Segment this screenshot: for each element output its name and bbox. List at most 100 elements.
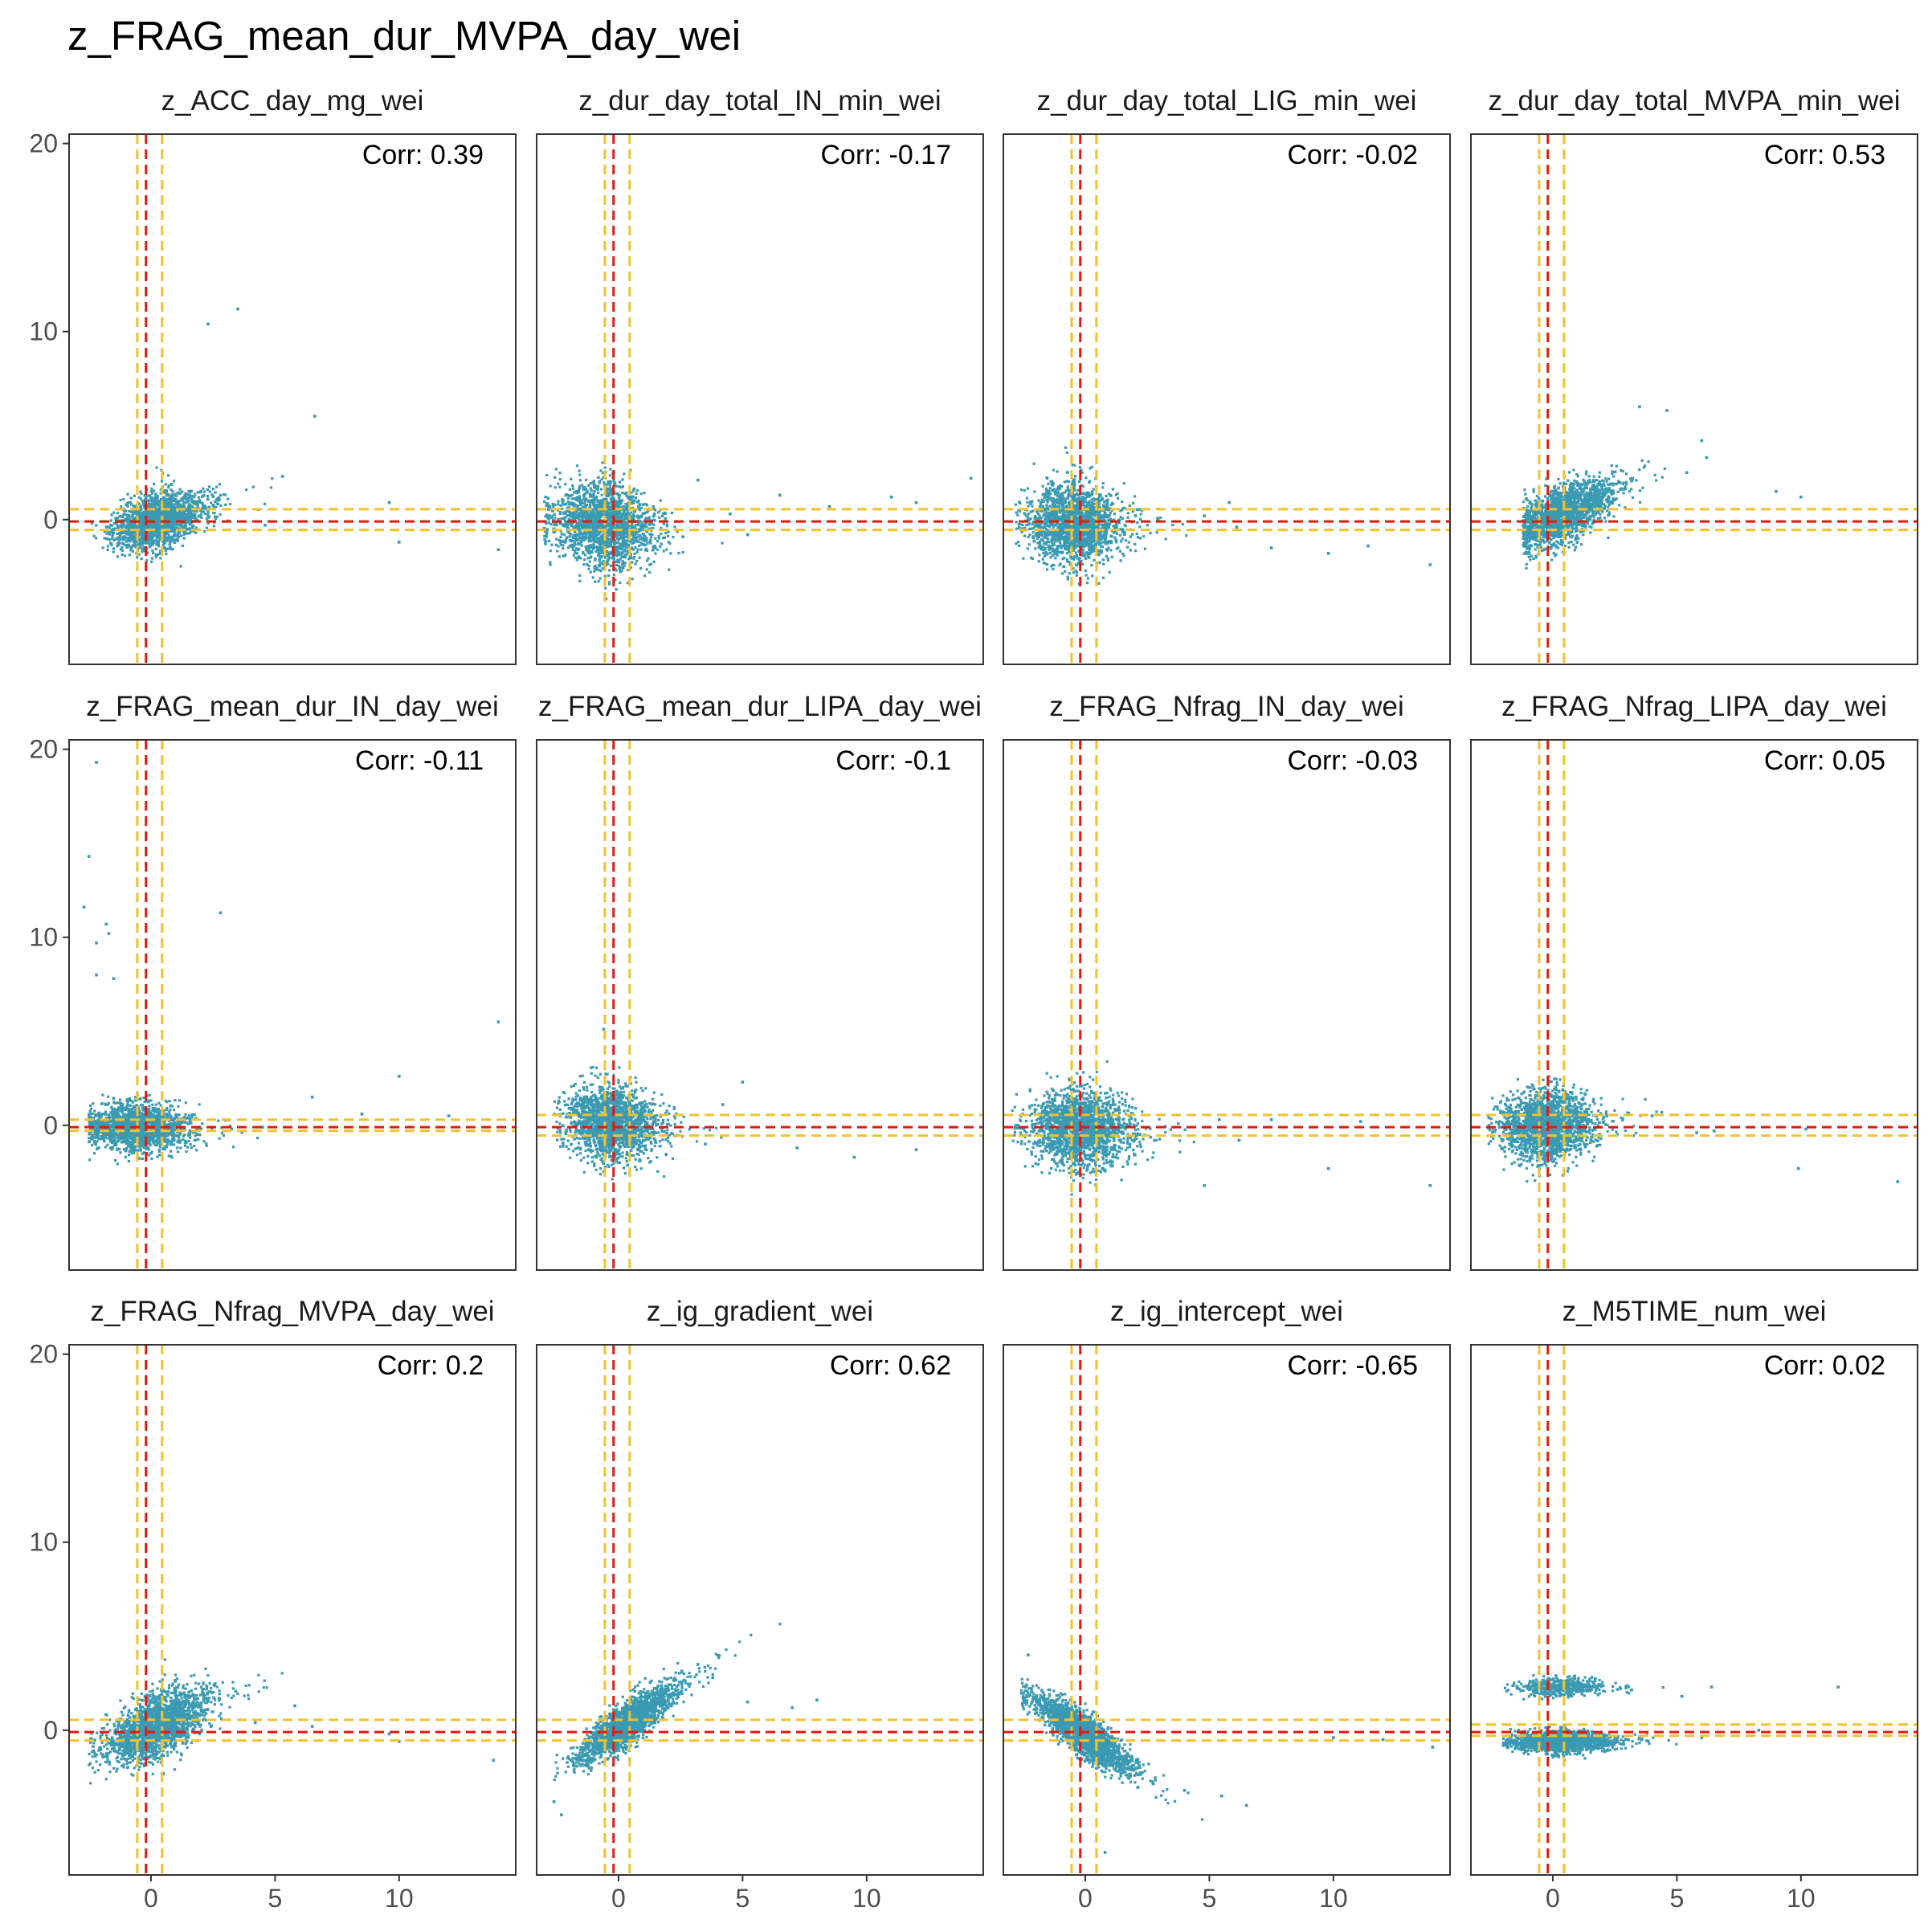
data-point	[1121, 500, 1123, 503]
data-point	[609, 539, 611, 541]
data-point	[640, 541, 643, 544]
data-point	[1076, 493, 1079, 496]
data-point	[557, 500, 559, 503]
data-point	[168, 498, 170, 500]
data-point	[170, 528, 173, 530]
data-point	[586, 522, 589, 525]
data-point	[608, 502, 611, 504]
outlier-point	[398, 541, 401, 544]
data-point	[1140, 513, 1142, 516]
data-point	[165, 548, 167, 550]
data-point	[586, 563, 588, 566]
data-point	[183, 537, 186, 540]
data-point	[597, 488, 599, 490]
data-point	[194, 493, 196, 496]
data-point	[165, 498, 167, 500]
data-point	[646, 542, 648, 545]
data-point	[637, 505, 639, 508]
data-point	[1042, 558, 1044, 561]
data-point	[1021, 524, 1023, 526]
data-point	[206, 497, 209, 500]
data-point	[588, 535, 590, 537]
data-point	[120, 546, 123, 549]
data-point	[547, 517, 549, 519]
data-point	[187, 500, 190, 503]
data-point	[1072, 571, 1075, 574]
data-point	[621, 479, 623, 481]
data-point	[1134, 549, 1137, 552]
data-point	[1132, 502, 1134, 504]
data-point	[600, 488, 602, 490]
data-point	[608, 544, 611, 546]
data-point	[125, 513, 128, 516]
data-point	[639, 529, 641, 531]
data-point	[622, 542, 624, 545]
data-point	[549, 484, 552, 487]
data-point	[112, 512, 115, 514]
data-point	[175, 512, 178, 514]
data-point	[186, 518, 189, 521]
data-point	[662, 513, 664, 515]
data-point	[571, 497, 574, 500]
data-point	[188, 513, 190, 516]
data-point	[1097, 582, 1100, 585]
data-point	[554, 486, 557, 488]
data-point	[644, 537, 647, 540]
data-point	[1139, 518, 1142, 521]
data-point	[252, 486, 255, 488]
data-point	[578, 580, 581, 582]
data-point	[1015, 512, 1018, 514]
data-point	[607, 553, 610, 556]
data-point	[127, 523, 129, 525]
chart-title: z_FRAG_mean_dur_MVPA_day_wei	[67, 13, 741, 59]
data-point	[169, 543, 171, 545]
data-point	[618, 496, 620, 499]
data-point	[601, 539, 603, 541]
data-point	[664, 513, 667, 515]
data-point	[149, 537, 152, 540]
data-point	[611, 497, 613, 500]
data-point	[571, 484, 574, 487]
data-point	[156, 500, 158, 502]
data-point	[1108, 492, 1110, 495]
data-point	[1084, 558, 1087, 560]
data-point	[646, 504, 648, 506]
data-point	[1126, 546, 1129, 549]
data-point	[559, 513, 562, 515]
outlier-point	[890, 496, 893, 499]
data-point	[154, 492, 157, 495]
data-point	[182, 504, 185, 506]
data-point	[577, 504, 579, 507]
data-point	[165, 553, 167, 555]
data-point	[598, 559, 601, 562]
data-point	[661, 515, 664, 517]
data-point	[1047, 501, 1049, 504]
data-point	[1108, 509, 1110, 511]
data-point	[570, 515, 572, 517]
data-point	[604, 557, 607, 559]
data-point	[584, 500, 586, 502]
data-point	[648, 563, 651, 566]
data-point	[105, 537, 108, 540]
data-point	[139, 490, 141, 492]
data-point	[578, 528, 580, 530]
data-point	[650, 537, 652, 539]
data-point	[1074, 475, 1076, 477]
data-point	[627, 534, 629, 537]
data-point	[581, 484, 583, 486]
data-point	[615, 561, 617, 563]
data-point	[643, 512, 646, 514]
outlier-point	[206, 323, 210, 326]
outlier-point	[313, 415, 317, 418]
data-point	[177, 533, 179, 535]
data-point	[1138, 525, 1141, 528]
data-point	[555, 538, 558, 541]
data-point	[1091, 466, 1093, 468]
data-point	[263, 503, 266, 505]
data-point	[621, 506, 623, 509]
data-point	[660, 543, 663, 545]
data-point	[212, 488, 214, 490]
data-point	[214, 492, 217, 494]
data-point	[124, 525, 126, 528]
